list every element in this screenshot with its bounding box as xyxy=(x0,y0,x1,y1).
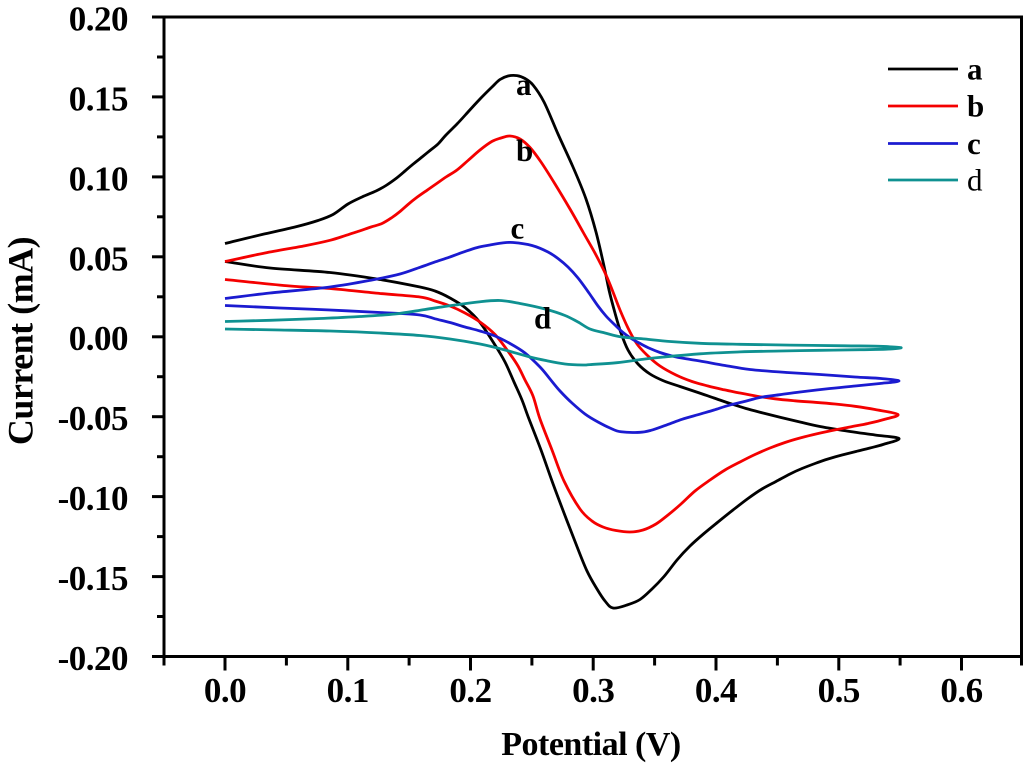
svg-text:Current (mA): Current (mA) xyxy=(1,237,41,445)
svg-text:a: a xyxy=(516,67,532,102)
svg-text:Potential (V): Potential (V) xyxy=(501,726,681,763)
svg-text:0.2: 0.2 xyxy=(449,671,491,710)
svg-text:-0.15: -0.15 xyxy=(58,559,128,598)
svg-text:-0.10: -0.10 xyxy=(58,479,128,518)
svg-text:0.15: 0.15 xyxy=(69,79,128,118)
svg-text:0.4: 0.4 xyxy=(695,671,737,710)
svg-text:0.1: 0.1 xyxy=(327,671,369,710)
svg-text:-0.20: -0.20 xyxy=(58,639,128,678)
svg-text:a: a xyxy=(967,52,983,87)
svg-text:c: c xyxy=(511,211,525,246)
svg-text:-0.05: -0.05 xyxy=(58,399,128,438)
svg-text:d: d xyxy=(967,163,983,198)
svg-text:b: b xyxy=(516,133,533,168)
svg-text:0.3: 0.3 xyxy=(572,671,614,710)
svg-text:0.10: 0.10 xyxy=(69,159,128,198)
svg-text:0.0: 0.0 xyxy=(204,671,246,710)
svg-text:0.00: 0.00 xyxy=(69,319,128,358)
svg-text:0.05: 0.05 xyxy=(69,239,128,278)
svg-text:d: d xyxy=(534,301,551,336)
svg-text:c: c xyxy=(967,126,981,161)
svg-text:0.5: 0.5 xyxy=(818,671,860,710)
svg-text:0.6: 0.6 xyxy=(940,671,982,710)
svg-text:b: b xyxy=(967,89,984,124)
svg-text:0.20: 0.20 xyxy=(69,0,128,39)
